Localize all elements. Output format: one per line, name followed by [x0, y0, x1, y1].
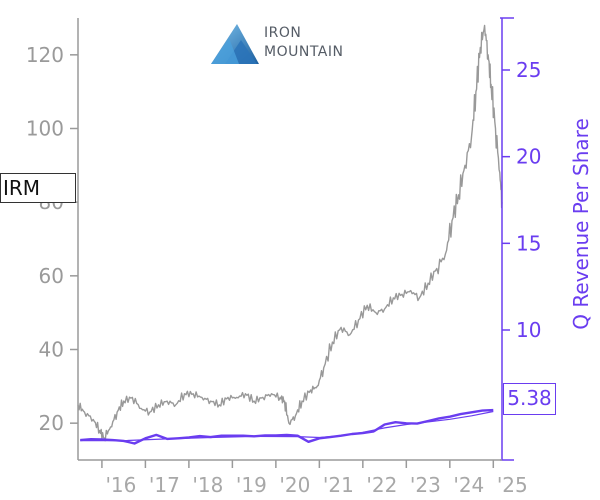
y-right-tick-label-2: 20	[516, 145, 541, 169]
mountain-logo-icon	[211, 24, 259, 64]
x-tick-label-1: '17	[149, 473, 180, 497]
x-tick-label-0: '16	[105, 473, 136, 497]
y-axis-right-label: Q Revenue Per Share	[569, 118, 593, 330]
x-tick-label-8: '24	[453, 473, 484, 497]
y-right-tick-label-1: 15	[516, 231, 541, 255]
price-series-group	[77, 24, 503, 442]
x-tick-label-9: '25	[497, 473, 528, 497]
y-right-tick-label-0: 10	[516, 318, 541, 342]
x-tick-label-2: '18	[192, 473, 223, 497]
logo-text-line-1: IRON	[264, 25, 302, 41]
y-right-tick-label-3: 25	[516, 58, 541, 82]
axes-group: 2040608010012010152025'16'17'18'19'20'21…	[26, 17, 541, 497]
x-tick-label-6: '22	[366, 473, 397, 497]
y-left-tick-label-2: 60	[39, 264, 64, 288]
series-line-2	[80, 410, 494, 442]
iron-mountain-logo: IRON MOUNTAIN	[209, 22, 384, 68]
revenue-series-group	[80, 408, 494, 445]
ticker-label: IRM	[0, 173, 76, 203]
y-left-tick-label-4: 100	[26, 117, 64, 141]
x-tick-label-4: '20	[279, 473, 310, 497]
y-left-tick-label-0: 20	[39, 411, 64, 435]
y-left-tick-label-1: 40	[39, 338, 64, 362]
last-value-label: 5.38	[503, 383, 556, 415]
logo-text-line-2: MOUNTAIN	[264, 44, 344, 60]
x-tick-label-5: '21	[323, 473, 354, 497]
series-line-0	[77, 24, 503, 442]
x-tick-label-7: '23	[410, 473, 441, 497]
y-left-tick-label-5: 120	[26, 43, 64, 67]
x-tick-label-3: '19	[236, 473, 267, 497]
